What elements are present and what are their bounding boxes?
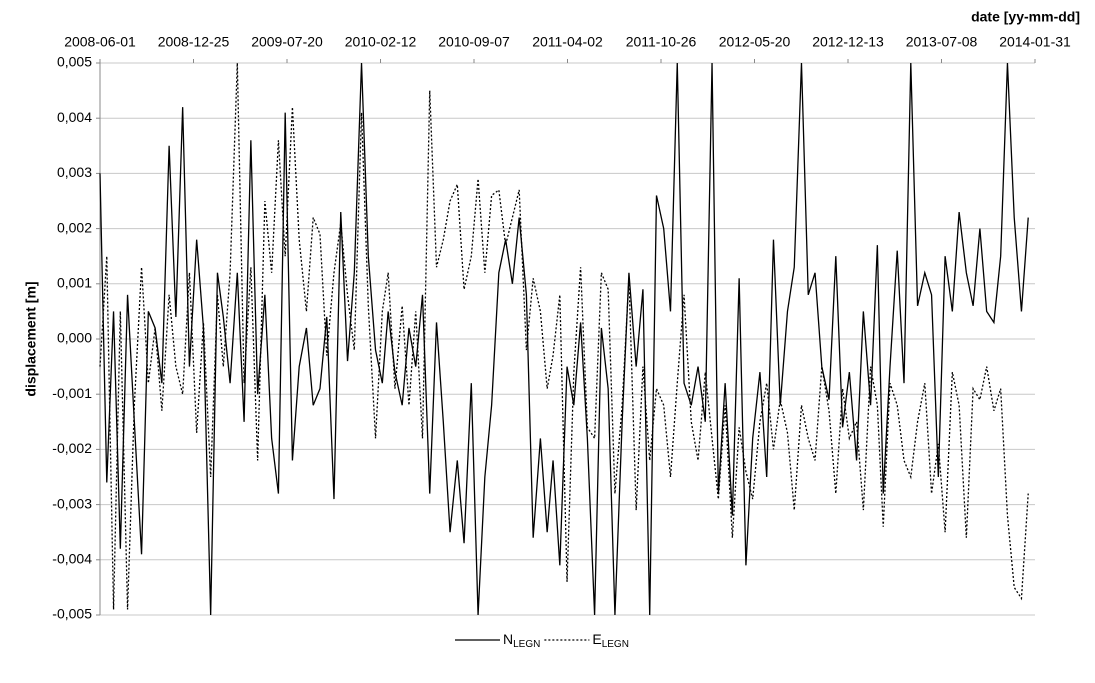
x-tick-label: 2010-09-07: [438, 34, 510, 50]
legend-label: NLEGN: [503, 631, 540, 650]
y-tick-label: 0,002: [57, 219, 92, 235]
x-tick-label: 2009-07-20: [251, 34, 323, 50]
y-tick-label: -0,004: [52, 551, 92, 567]
data-line: [99, 62, 1029, 610]
x-tick-label: 2013-07-08: [906, 34, 978, 50]
x-tick-label: 2011-04-02: [532, 34, 603, 50]
x-tick-label: 2012-05-20: [719, 34, 791, 50]
y-tick-label: -0,003: [52, 495, 92, 511]
y-tick-label: -0,001: [52, 385, 92, 401]
x-axis-label: date [yy-mm-dd]: [971, 9, 1080, 25]
legend-name: N: [503, 631, 513, 647]
x-tick-label: 2012-12-13: [812, 34, 884, 50]
legend-subscript: LEGN: [602, 639, 629, 650]
y-tick-label: 0,001: [57, 275, 92, 291]
y-tick-label: 0,003: [57, 164, 92, 180]
y-axis-label: displacement [m]: [23, 281, 39, 396]
y-tick-label: 0,004: [57, 109, 92, 125]
legend-subscript: LEGN: [513, 639, 540, 650]
legend-label: ELEGN: [592, 631, 629, 650]
y-tick-label: -0,002: [52, 440, 92, 456]
y-tick-label: 0,005: [57, 54, 92, 70]
y-tick-label: 0,000: [57, 330, 92, 346]
x-tick-label: 2010-02-12: [345, 34, 417, 50]
x-tick-label: 2011-10-26: [626, 34, 697, 50]
x-tick-label: 2008-12-25: [158, 34, 230, 50]
x-tick-label: 2008-06-01: [64, 34, 136, 50]
legend-name: E: [592, 631, 601, 647]
y-tick-label: -0,005: [52, 606, 92, 622]
data-line: [99, 62, 1029, 616]
x-tick-label: 2014-01-31: [999, 34, 1071, 50]
